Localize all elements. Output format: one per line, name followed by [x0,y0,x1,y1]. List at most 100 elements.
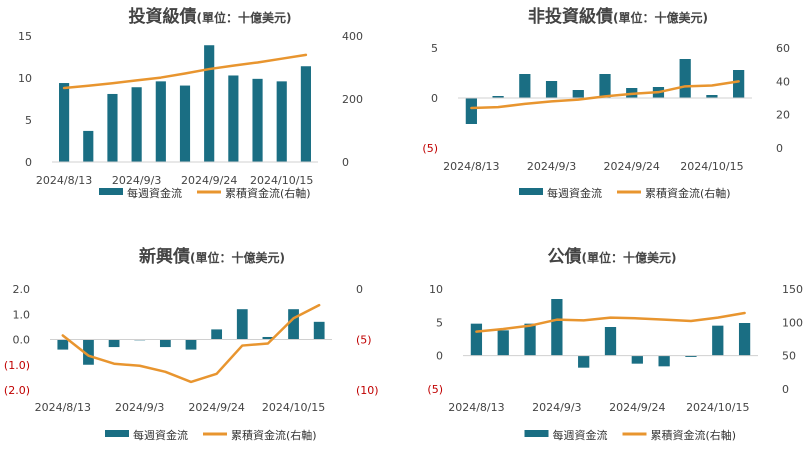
chart1-bar [252,78,263,162]
chart2-title: 非投資級債(單位：十億美元) [528,6,708,27]
chart3-right-tick: 0 [356,283,363,296]
chart1-legend-bar-swatch [99,188,123,195]
chart1-bar [276,81,287,162]
chart4-legend-bar-swatch [524,430,549,437]
chart4-cumulative-line [475,311,746,333]
chart1-x-tick: 2024/9/24 [181,174,237,187]
chart2-bar [733,70,745,98]
chart1-legend-line-label: 累積資金流(右軸) [225,186,311,200]
chart3-left-tick: 2.0 [13,283,31,296]
chart1-left-tick: 15 [18,30,32,43]
chart2-bar [545,81,558,98]
chart1-bar [300,66,311,162]
chart4-legend-line-label: 累積資金流(右軸) [651,428,737,442]
chart2-bar [599,74,611,98]
chart3-legend-bar-swatch [105,430,129,437]
chart3-x-tick: 2024/9/3 [115,401,164,414]
chart1-right-tick: 200 [342,93,363,106]
chart3-left-tick: 1.0 [13,308,31,321]
chart1-cumulative-line [62,53,308,90]
chart3-left-tick: 0.0 [13,334,31,347]
chart2-bar [706,95,718,98]
chart3-bar [288,309,299,340]
chart4-bar [470,323,483,356]
chart4-bar [658,355,670,367]
chart4-bar [524,323,536,356]
chart2-x-tick: 2024/9/24 [604,160,660,173]
chart1-bar [179,85,191,162]
chart1-bar [228,75,239,162]
chart2-cumulative-line [470,80,740,110]
chart1-x-tick: 2024/8/13 [36,174,92,187]
chart4-x-tick: 2024/9/24 [609,401,665,414]
chart3-legend-line-label: 累積資金流(右軸) [231,428,317,442]
chart4-bar [685,355,697,357]
chart3-left-tick: (2.0) [4,384,30,397]
chart4-left-tick: 5 [436,316,443,329]
chart4-bar [578,355,590,368]
chart3-bar [211,329,223,340]
chart3-bar [159,339,171,348]
chart2-right-tick: 60 [776,42,790,55]
chart2-bar [679,59,691,98]
chart1-bar [83,130,94,162]
chart1-x-tick: 2024/9/3 [112,174,161,187]
chart2-bar [492,96,504,98]
chart3-cumulative-line [61,303,321,384]
chart4-right-tick: 50 [782,350,796,363]
chart2-legend-bar-swatch [519,188,543,195]
chart1-bar [107,93,118,162]
chart4-x-tick: 2024/8/13 [448,401,504,414]
chart2-legend-line-label: 累積資金流(右軸) [645,186,731,200]
chart3-x-tick: 2024/9/24 [188,401,244,414]
chart1-bar [59,83,70,162]
chart4-bar [551,299,563,356]
chart4-right-tick: 100 [782,316,803,329]
chart4-bar [631,355,643,364]
chart3-right-tick: (5) [356,334,372,347]
chart1-left-tick: 0 [25,156,32,169]
chart4-left-tick: (5) [427,383,443,396]
chart2-legend-bar-label: 每週資金流 [547,186,602,200]
chart3-bar [108,339,120,348]
chart4-bar [738,323,751,356]
chart4-right-tick: 0 [782,383,789,396]
chart1-right-tick: 0 [342,156,349,169]
chart4-legend-bar-label: 每週資金流 [553,428,608,442]
chart4-left-tick: 10 [429,283,443,296]
chart1-bar [204,45,215,162]
chart3-legend-bar-label: 每週資金流 [133,428,188,442]
chart4-bar [497,330,509,356]
chart3-title: 新興債(單位：十億美元) [139,246,285,267]
chart3-bar [57,339,69,350]
chart2-bar [572,90,584,98]
chart3-bar [236,309,248,340]
chart4-title: 公債(單位：十億美元) [548,246,677,267]
chart3-bar [262,336,274,340]
chart1-x-tick: 2024/10/15 [250,174,313,187]
chart4-x-tick: 2024/9/3 [532,401,581,414]
chart2-bar [519,74,531,98]
chart2-left-tick: (5) [422,142,438,155]
chart2-right-tick: 0 [776,142,783,155]
chart4-right-tick: 150 [782,283,803,296]
chart4-bar [712,325,724,356]
chart4-left-tick: 0 [436,350,443,363]
chart3-x-tick: 2024/10/15 [262,401,325,414]
chart4-bar [604,327,617,356]
chart3-bar [313,321,325,340]
chart2-right-tick: 20 [776,109,790,122]
chart3-right-tick: (10) [356,384,379,397]
chart3-bar [185,339,197,350]
chart1-legend-bar-label: 每週資金流 [127,186,182,200]
chart1-left-tick: 10 [18,72,32,85]
chart1-bar [155,81,166,162]
chart2-bar [465,98,477,124]
chart2-left-tick: 0 [431,92,438,105]
chart1-left-tick: 5 [25,114,32,127]
chart1-bar [131,87,142,162]
chart3-left-tick: (1.0) [4,359,30,372]
chart2-left-tick: 5 [431,42,438,55]
